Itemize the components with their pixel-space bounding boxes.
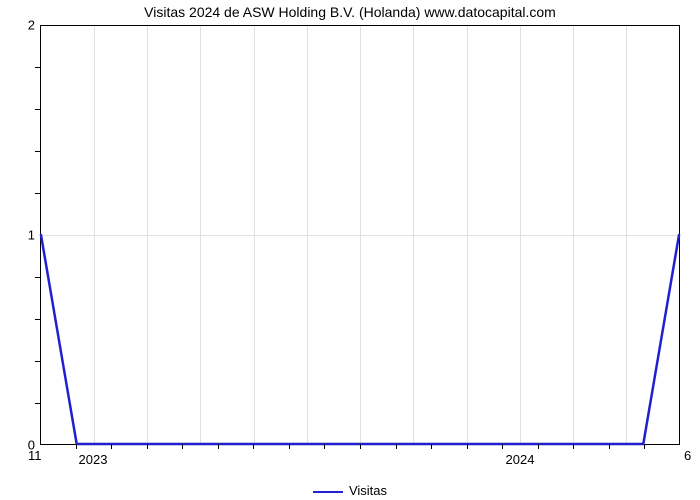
corner-label-right: 6 — [684, 448, 691, 463]
y-tick-2: 2 — [5, 18, 35, 33]
x-tick-2023: 2023 — [79, 452, 108, 467]
x-minor-tick — [218, 444, 219, 449]
x-minor-tick — [467, 444, 468, 449]
x-minor-tick — [644, 444, 645, 449]
line-series — [41, 26, 679, 444]
x-minor-tick — [253, 444, 254, 449]
x-minor-tick — [111, 444, 112, 449]
plot-area — [40, 25, 680, 445]
corner-label-left: 11 — [28, 448, 42, 463]
legend-label: Visitas — [349, 483, 387, 498]
chart-container: Visitas 2024 de ASW Holding B.V. (Holand… — [0, 0, 700, 500]
x-minor-tick — [76, 444, 77, 449]
x-minor-tick — [182, 444, 183, 449]
x-minor-tick — [360, 444, 361, 449]
x-minor-tick — [289, 444, 290, 449]
chart-title: Visitas 2024 de ASW Holding B.V. (Holand… — [0, 4, 700, 20]
x-minor-tick — [538, 444, 539, 449]
legend: Visitas — [0, 483, 700, 498]
x-minor-tick — [431, 444, 432, 449]
x-minor-tick — [609, 444, 610, 449]
legend-swatch — [313, 491, 343, 493]
y-tick-1: 1 — [5, 228, 35, 243]
x-minor-tick — [324, 444, 325, 449]
x-minor-tick — [502, 444, 503, 449]
x-tick-2024: 2024 — [506, 452, 535, 467]
x-minor-tick — [396, 444, 397, 449]
x-minor-tick — [147, 444, 148, 449]
x-minor-tick — [573, 444, 574, 449]
